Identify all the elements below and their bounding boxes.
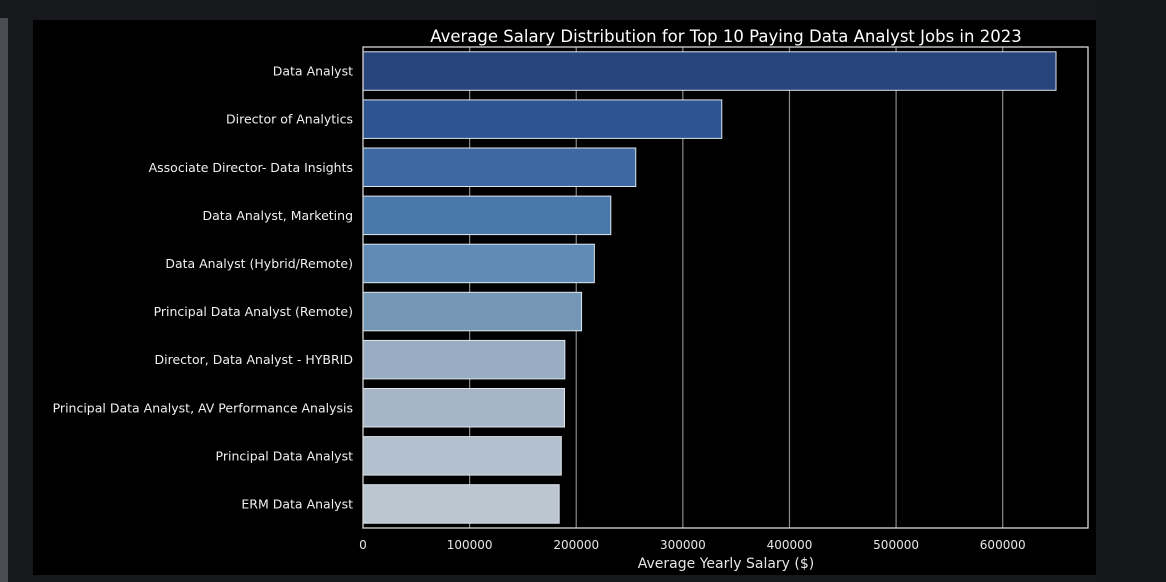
bar <box>362 388 566 428</box>
y-category-label: Principal Data Analyst (Remote) <box>154 304 353 319</box>
bar <box>362 195 612 236</box>
y-category-label: Data Analyst, Marketing <box>203 208 353 223</box>
y-category-label: Director, Data Analyst - HYBRID <box>155 352 353 367</box>
bar <box>362 291 583 332</box>
x-axis-label: Average Yearly Salary ($) <box>638 556 814 572</box>
bar <box>362 339 566 380</box>
bars <box>362 51 1057 524</box>
y-category-label: Principal Data Analyst <box>216 448 354 463</box>
y-category-label: Principal Data Analyst, AV Performance A… <box>53 400 353 415</box>
y-category-label: Associate Director- Data Insights <box>149 160 353 175</box>
y-category-label: Data Analyst <box>273 64 353 79</box>
x-tick-label: 500000 <box>873 538 919 552</box>
x-tick-label: 400000 <box>767 538 813 552</box>
window-edge-strip <box>0 18 8 582</box>
bar <box>362 51 1057 91</box>
x-tick-labels: 0 100000 200000 300000 400000 500000 600000 <box>359 538 1025 552</box>
y-category-label: ERM Data Analyst <box>241 496 353 511</box>
x-tick-label: 100000 <box>447 538 493 552</box>
bar <box>362 243 595 284</box>
y-category-label: Data Analyst (Hybrid/Remote) <box>165 256 353 271</box>
chart-title: Average Salary Distribution for Top 10 P… <box>430 27 1021 46</box>
x-tick-label: 600000 <box>980 538 1026 552</box>
plot-frame <box>362 46 1089 529</box>
x-tick-label: 200000 <box>553 538 599 552</box>
bar <box>362 436 562 476</box>
bar <box>362 99 723 139</box>
bar <box>362 147 637 187</box>
right-margin <box>1096 0 1166 582</box>
x-tick-label: 0 <box>359 538 367 552</box>
x-tick-label: 300000 <box>660 538 706 552</box>
y-category-labels: Data Analyst Director of Analytics Associa… <box>53 64 353 512</box>
y-category-label: Director of Analytics <box>226 112 353 127</box>
bar <box>362 484 560 524</box>
